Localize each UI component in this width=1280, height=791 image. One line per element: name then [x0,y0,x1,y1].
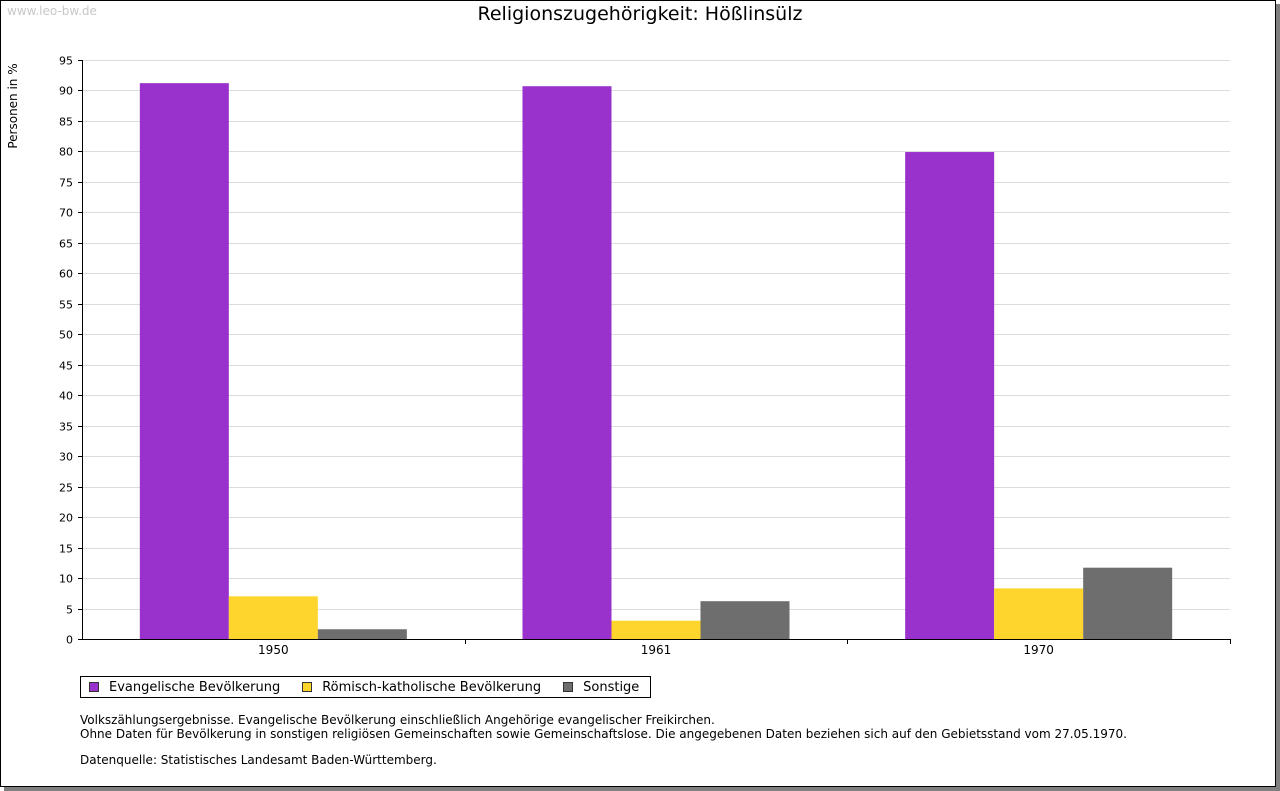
note-line-1: Volkszählungsergebnisse. Evangelische Be… [80,713,715,727]
gridlines [82,60,1230,610]
y-tick-label: 50 [59,329,73,342]
legend-swatch [302,682,313,692]
bar-chart: 0 5 10 15 20 25 30 35 40 45 50 55 60 65 70 75 80 85 90 95 19… [59,55,1231,657]
y-tick-label: 0 [66,634,73,647]
bar-1970-2 [994,588,1084,639]
y-tick-label: 80 [59,146,73,159]
y-tick-label: 25 [59,482,73,495]
bar-1961-1 [522,86,612,639]
bar-1950-1 [139,83,229,639]
x-tick-label: 1961 [641,643,672,657]
y-tick-label: 95 [59,55,73,68]
y-tick-label: 55 [59,299,73,312]
y-tick-label: 15 [59,543,73,556]
legend-label: Evangelische Bevölkerung [109,679,281,695]
bar-1970-1 [905,152,995,640]
y-tick-label: 60 [59,268,73,281]
y-tick-label: 20 [59,512,73,525]
legend-label: Sonstige [583,679,640,695]
x-tick-label: 1950 [258,643,289,657]
bar-1950-3 [317,629,407,639]
watermark: www.leo-bw.de [7,4,97,18]
legend: Evangelische Bevölkerung Römisch-katholis… [80,676,652,698]
legend-item: Sonstige [563,680,639,695]
y-tick-label: 90 [59,85,73,98]
legend-swatch [563,682,574,692]
y-tick-label: 70 [59,207,73,220]
axes: 0 5 10 15 20 25 30 35 40 45 50 55 60 65 70 75 80 85 90 95 19… [59,55,1231,657]
y-tick-label: 85 [59,116,73,129]
legend-label: Römisch-katholische Bevölkerung [322,679,542,695]
y-tick-label: 40 [59,390,73,403]
legend-item: Evangelische Bevölkerung [89,680,280,695]
bar-1970-3 [1083,567,1173,639]
bar-1950-2 [228,596,318,639]
data-source: Datenquelle: Statistisches Landesamt Bad… [80,753,437,767]
y-tick-label: 35 [59,421,73,434]
bars [139,83,1173,640]
y-tick-label: 75 [59,177,73,190]
y-tick-label: 10 [59,573,73,586]
chart-notes: Volkszählungsergebnisse. Evangelische Be… [80,713,1127,767]
y-tick-label: 65 [59,238,73,251]
bar-1961-3 [700,601,790,639]
legend-swatch [89,682,99,692]
note-line-2: Ohne Daten für Bevölkerung in sonstigen … [80,727,1127,741]
y-tick-label: 5 [66,604,73,617]
chart-title: Religionszugehörigkeit: Hößlinsülz [477,3,803,25]
y-tick-label: 45 [59,360,73,373]
x-tick-label: 1970 [1023,643,1054,657]
legend-item: Römisch-katholische Bevölkerung [302,680,541,695]
bar-1961-2 [611,620,701,639]
y-tick-label: 30 [59,451,73,464]
